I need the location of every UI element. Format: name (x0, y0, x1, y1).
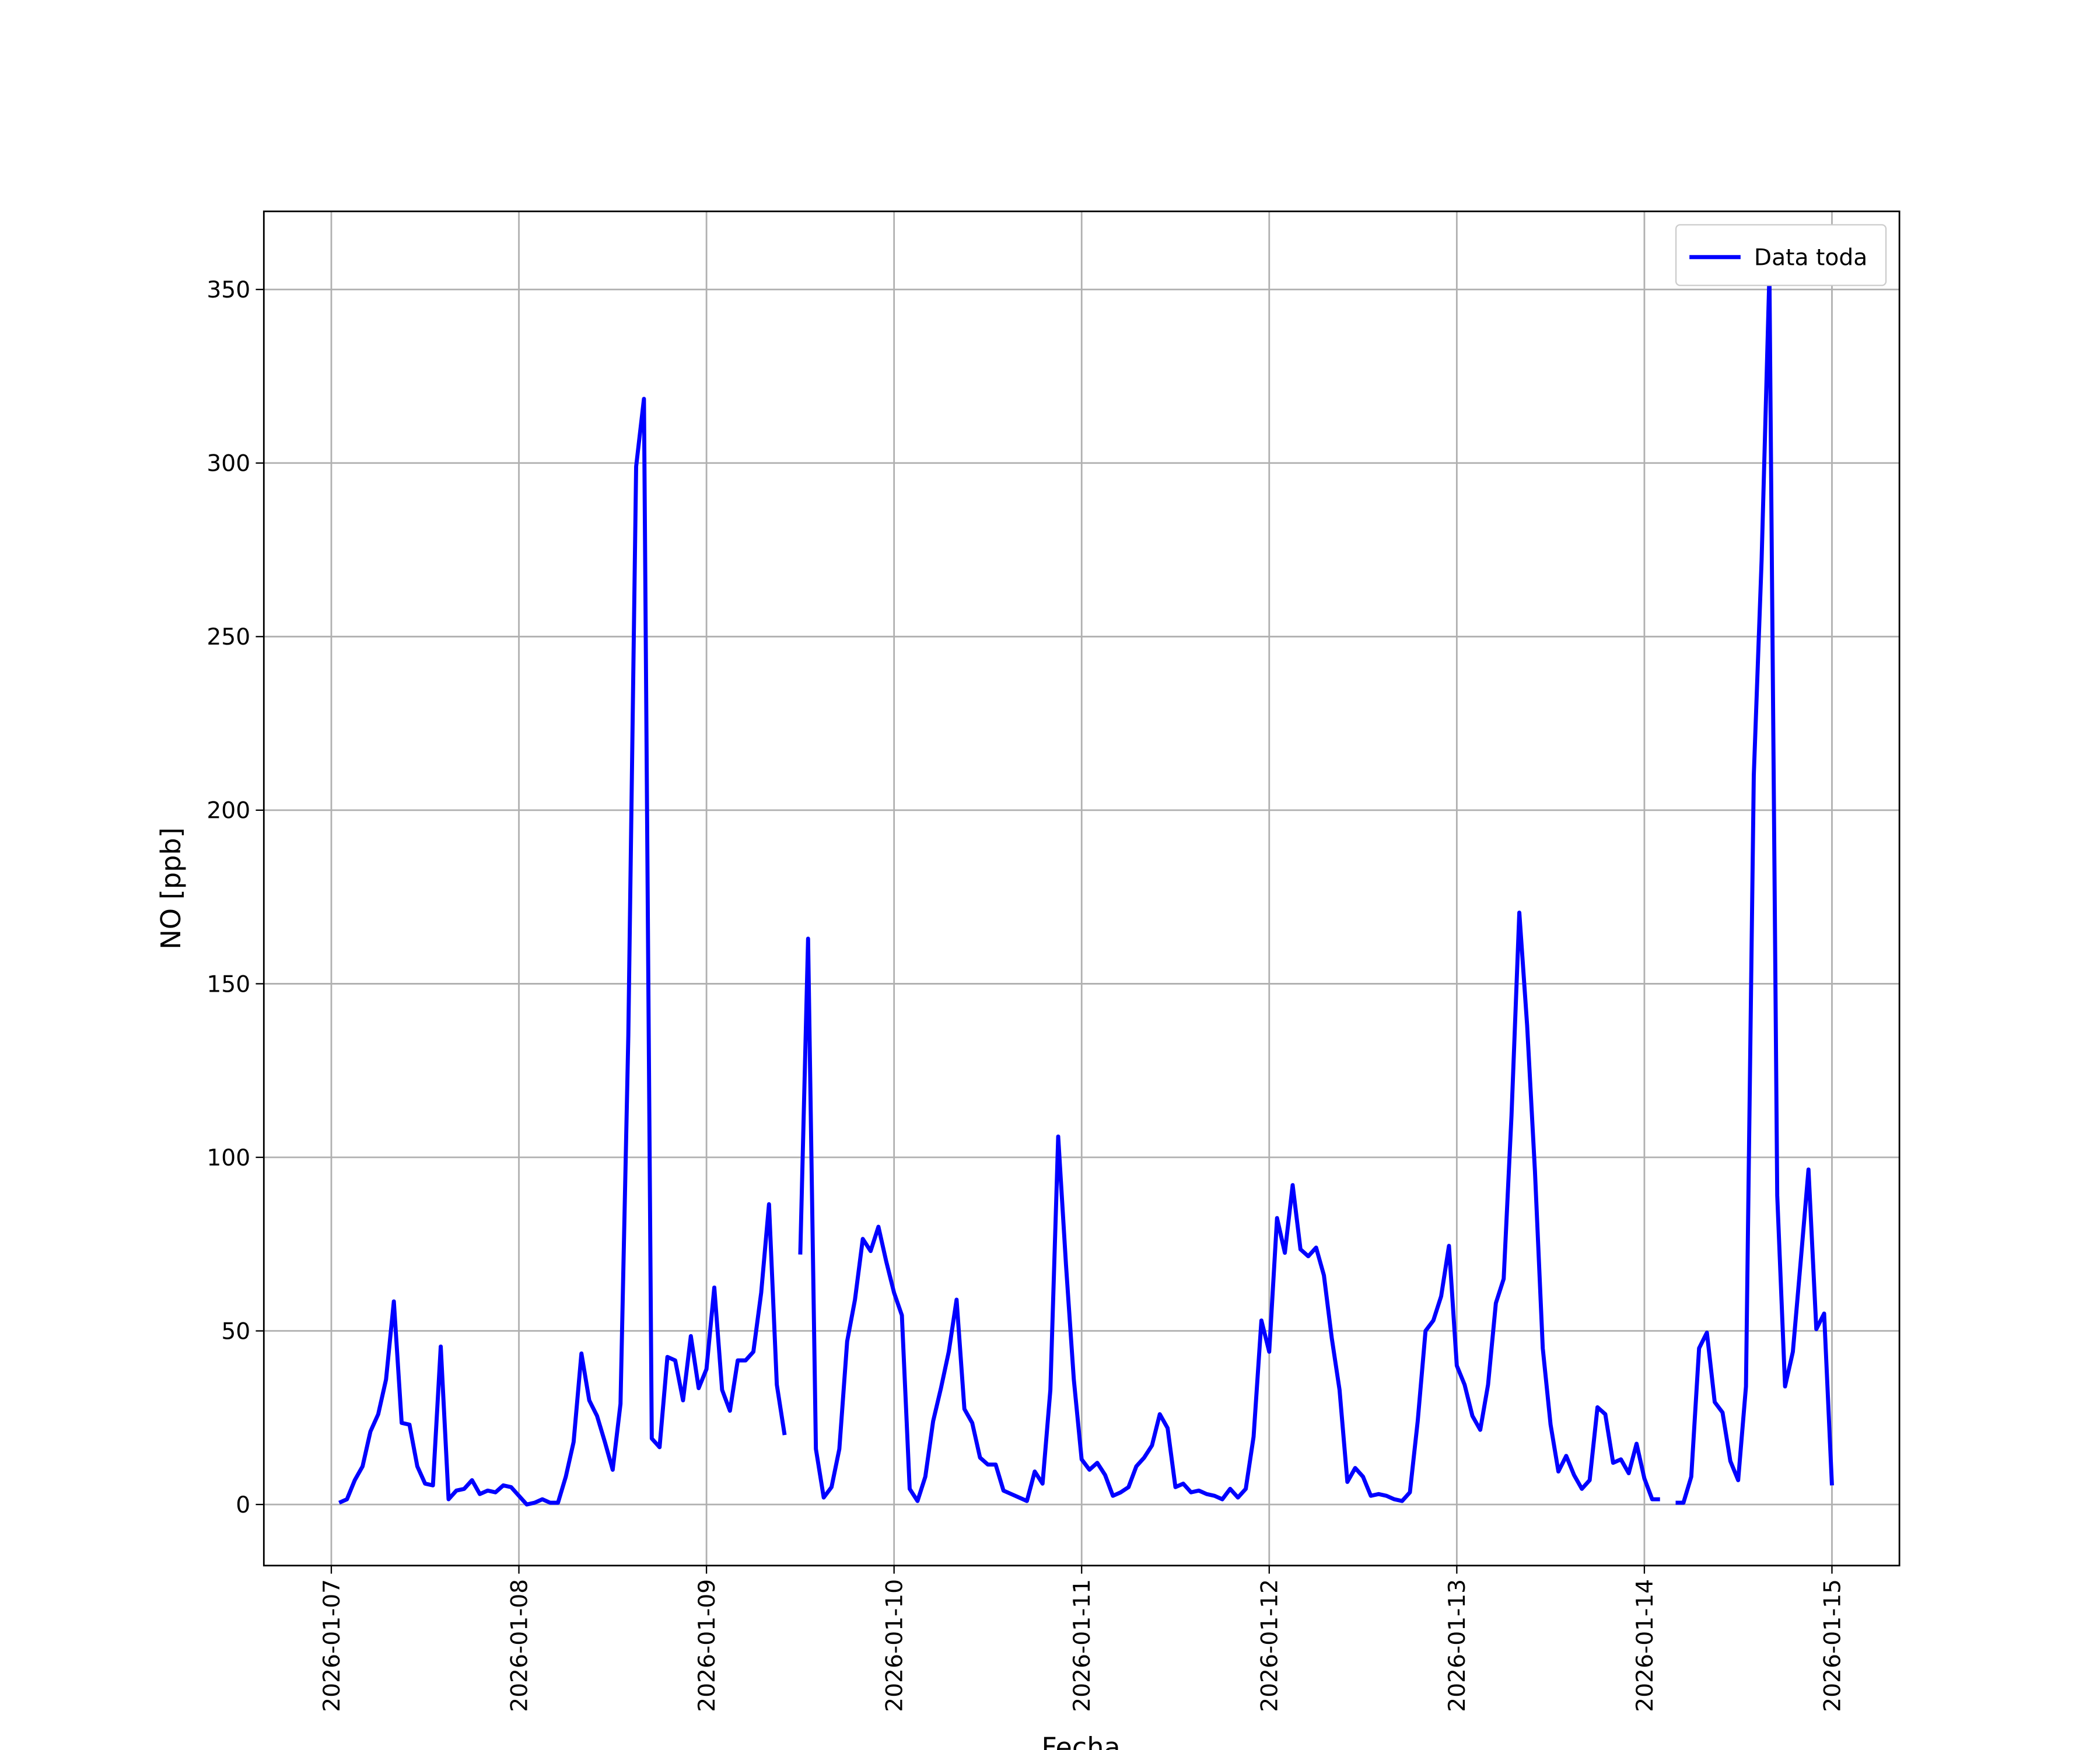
y-tick-label: 150 (206, 971, 250, 998)
x-tick-label: 2026-01-09 (694, 1579, 720, 1712)
x-tick-label: 2026-01-10 (882, 1579, 908, 1712)
data-line (1675, 271, 1834, 1505)
legend-box (1675, 224, 1887, 286)
x-tick-label: 2026-01-15 (1819, 1579, 1846, 1712)
data-line (798, 910, 1660, 1503)
y-tick-label: 250 (206, 624, 250, 650)
y-tick-label: 0 (236, 1492, 250, 1518)
x-tick-label: 2026-01-07 (319, 1579, 345, 1712)
y-tick-label: 200 (206, 798, 250, 824)
y-axis-label: NO [ppb] (155, 827, 187, 949)
y-tick-label: 300 (206, 451, 250, 477)
x-tick-label: 2026-01-11 (1069, 1579, 1096, 1712)
y-tick-label: 350 (206, 277, 250, 303)
y-tick-label: 100 (206, 1145, 250, 1171)
legend-label: Data toda (1754, 245, 1867, 271)
x-tick-label: 2026-01-12 (1257, 1579, 1283, 1712)
x-tick-label: 2026-01-13 (1444, 1579, 1471, 1712)
data-line (338, 397, 787, 1507)
plot-frame (262, 210, 1901, 1567)
x-axis-label: Fecha (1041, 1732, 1120, 1750)
y-tick-label: 50 (221, 1318, 250, 1345)
x-tick-label: 2026-01-14 (1632, 1579, 1658, 1712)
x-tick-label: 2026-01-08 (506, 1579, 533, 1712)
